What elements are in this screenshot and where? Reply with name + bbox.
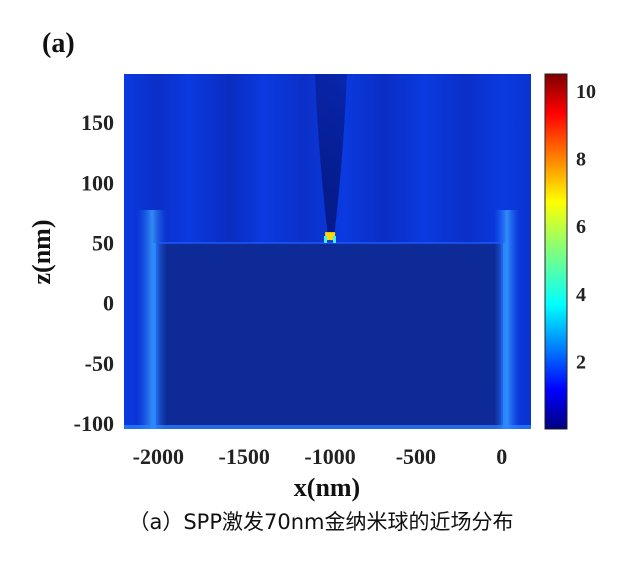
x-axis-label: x(nm) — [294, 473, 360, 502]
figure-caption: （a）SPP激发70nm金纳米球的近场分布 — [128, 510, 514, 534]
x-tick-label: -2000 — [133, 444, 184, 469]
right-edge-line — [503, 243, 507, 429]
colorbar-tick-label: 2 — [576, 351, 586, 373]
colorbar-tick-label: 4 — [576, 284, 586, 306]
colorbar: 10 8 6 4 2 — [544, 73, 596, 430]
x-axis-ticks: -2000 -1500 -1000 -500 0 — [133, 444, 508, 469]
shadow-cone — [315, 74, 347, 238]
x-tick-label: -1500 — [219, 444, 270, 469]
y-tick-label: -50 — [85, 351, 114, 376]
nanosphere-hotspot-cyan-2 — [333, 236, 336, 243]
colorbar-gradient — [544, 73, 568, 430]
y-tick-label: 50 — [92, 231, 114, 256]
colorbar-tick-label: 6 — [576, 216, 586, 238]
heatmap-plot — [124, 74, 531, 429]
panel-label: (a) — [42, 28, 75, 59]
colorbar-tick-label: 8 — [576, 149, 586, 171]
y-tick-label: -100 — [74, 411, 114, 436]
y-axis-label: z(nm) — [27, 220, 56, 285]
gold-film-region — [159, 243, 501, 429]
x-tick-label: -500 — [396, 444, 436, 469]
x-tick-label: -1000 — [304, 444, 355, 469]
nanosphere-hotspot-cyan — [324, 236, 327, 243]
y-tick-label: 100 — [81, 170, 114, 195]
y-tick-label: 150 — [81, 110, 114, 135]
colorbar-tick-label: 10 — [576, 81, 596, 103]
nanosphere-hotspot — [325, 232, 336, 241]
y-tick-label: 0 — [103, 291, 114, 316]
bottom-glow — [124, 425, 531, 429]
y-axis-ticks: 150 100 50 0 -50 -100 — [74, 110, 114, 436]
x-tick-label: 0 — [496, 444, 507, 469]
left-edge-line — [152, 243, 156, 429]
